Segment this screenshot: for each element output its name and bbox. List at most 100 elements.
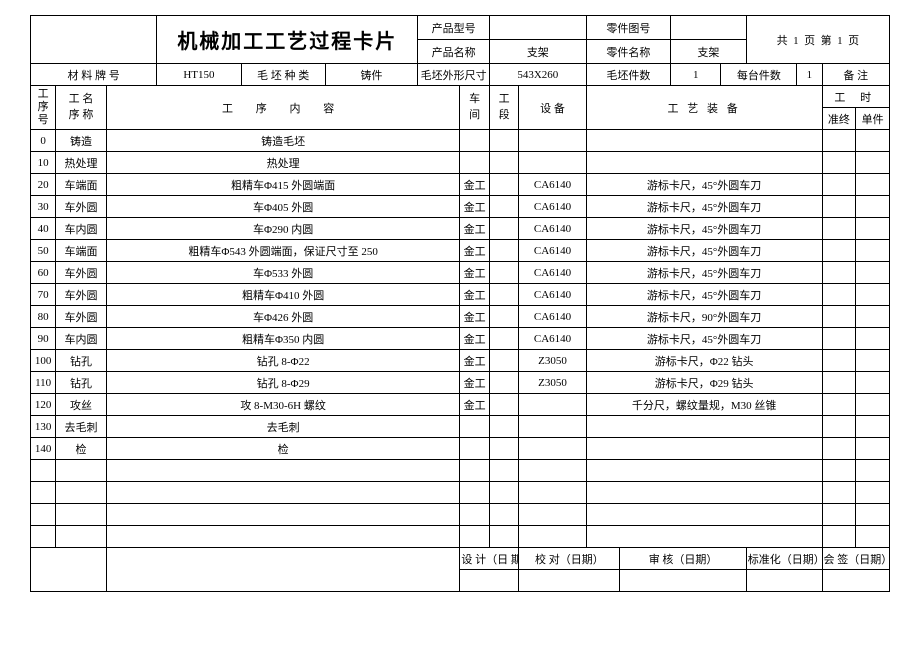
section-header: 工 段	[489, 86, 518, 130]
row-workshop: 金工	[460, 350, 489, 372]
row-content: 粗精车Φ543 外圆端面，保证尺寸至 250	[106, 240, 460, 262]
row-no: 130	[31, 416, 56, 438]
part-name-label: 零件名称	[586, 40, 670, 64]
row-content: 铸造毛坯	[106, 130, 460, 152]
row-time-prep	[822, 130, 856, 152]
row-fixture	[586, 460, 822, 482]
row-name: 攻丝	[56, 394, 107, 416]
row-section	[489, 482, 518, 504]
row-content	[106, 460, 460, 482]
row-fixture: 游标卡尺，45°外圆车刀	[586, 328, 822, 350]
row-content: 去毛刺	[106, 416, 460, 438]
row-equip: CA6140	[519, 196, 586, 218]
process-card-table: 机械加工工艺过程卡片 产品型号 零件图号 共 1 页 第 1 页 产品名称 支架…	[30, 15, 890, 592]
name-header: 工 名 序 称	[56, 86, 107, 130]
row-section	[489, 526, 518, 548]
row-equip: CA6140	[519, 328, 586, 350]
time-prep-header: 准终	[822, 108, 856, 130]
row-time-prep	[822, 372, 856, 394]
row-fixture	[586, 526, 822, 548]
row-no: 110	[31, 372, 56, 394]
row-fixture: 游标卡尺，90°外圆车刀	[586, 306, 822, 328]
content-header: 工 序 内 容	[106, 86, 460, 130]
row-content	[106, 504, 460, 526]
row-time-prep	[822, 174, 856, 196]
row-name: 钻孔	[56, 350, 107, 372]
row-no: 30	[31, 196, 56, 218]
table-row: 30车外圆车Φ405 外圆金工CA6140游标卡尺，45°外圆车刀	[31, 196, 890, 218]
row-fixture: 游标卡尺，Φ22 钻头	[586, 350, 822, 372]
table-row: 20车端面粗精车Φ415 外圆端面金工CA6140游标卡尺，45°外圆车刀	[31, 174, 890, 196]
row-time-unit	[856, 328, 890, 350]
row-workshop	[460, 526, 489, 548]
row-no: 100	[31, 350, 56, 372]
row-equip	[519, 394, 586, 416]
row-section	[489, 504, 518, 526]
table-row: 60车外圆车Φ533 外圆金工CA6140游标卡尺，45°外圆车刀	[31, 262, 890, 284]
row-fixture: 游标卡尺，45°外圆车刀	[586, 174, 822, 196]
row-section	[489, 416, 518, 438]
row-name	[56, 526, 107, 548]
row-fixture: 游标卡尺，45°外圆车刀	[586, 196, 822, 218]
row-workshop	[460, 438, 489, 460]
row-fixture: 游标卡尺，45°外圆车刀	[586, 262, 822, 284]
footer-review: 审 核（日期）	[620, 548, 746, 570]
row-time-prep	[822, 350, 856, 372]
row-equip	[519, 460, 586, 482]
row-section	[489, 372, 518, 394]
row-time-prep	[822, 196, 856, 218]
row-no: 80	[31, 306, 56, 328]
row-content	[106, 526, 460, 548]
row-fixture: 游标卡尺，45°外圆车刀	[586, 218, 822, 240]
row-content: 车Φ426 外圆	[106, 306, 460, 328]
part-drawing	[670, 16, 746, 40]
row-time-unit	[856, 482, 890, 504]
material-value: HT150	[157, 64, 241, 86]
row-no: 70	[31, 284, 56, 306]
row-fixture: 千分尺，螺纹量规，M30 丝锥	[586, 394, 822, 416]
row-time-unit	[856, 504, 890, 526]
row-fixture	[586, 416, 822, 438]
table-row: 50车端面粗精车Φ543 外圆端面，保证尺寸至 250金工CA6140游标卡尺，…	[31, 240, 890, 262]
row-time-unit	[856, 460, 890, 482]
row-fixture	[586, 438, 822, 460]
row-workshop	[460, 130, 489, 152]
table-row	[31, 460, 890, 482]
page-info: 共 1 页 第 1 页	[746, 16, 889, 64]
row-fixture	[586, 152, 822, 174]
row-section	[489, 240, 518, 262]
row-time-unit	[856, 306, 890, 328]
row-section	[489, 306, 518, 328]
row-workshop	[460, 460, 489, 482]
row-no: 0	[31, 130, 56, 152]
table-row: 120攻丝攻 8-M30-6H 螺纹金工千分尺，螺纹量规，M30 丝锥	[31, 394, 890, 416]
row-workshop: 金工	[460, 306, 489, 328]
row-no: 120	[31, 394, 56, 416]
table-row: 90车内圆粗精车Φ350 内圆金工CA6140游标卡尺，45°外圆车刀	[31, 328, 890, 350]
row-section	[489, 218, 518, 240]
row-time-prep	[822, 416, 856, 438]
row-no: 50	[31, 240, 56, 262]
row-time-prep	[822, 438, 856, 460]
seq-header: 工 序 号	[31, 86, 56, 130]
blank-type-label: 毛 坯 种 类	[241, 64, 325, 86]
row-time-unit	[856, 174, 890, 196]
row-workshop: 金工	[460, 262, 489, 284]
row-time-unit	[856, 284, 890, 306]
row-equip	[519, 130, 586, 152]
row-content: 攻 8-M30-6H 螺纹	[106, 394, 460, 416]
row-time-prep	[822, 262, 856, 284]
fixture-header: 工 艺 装 备	[586, 86, 822, 130]
footer-sign: 会 签（日期）	[822, 548, 890, 570]
row-workshop: 金工	[460, 174, 489, 196]
row-time-unit	[856, 262, 890, 284]
table-row: 110钻孔钻孔 8-Φ29金工Z3050游标卡尺，Φ29 钻头	[31, 372, 890, 394]
row-time-unit	[856, 196, 890, 218]
row-section	[489, 262, 518, 284]
row-fixture: 游标卡尺，45°外圆车刀	[586, 240, 822, 262]
footer-design: 设 计（日 期）	[460, 548, 519, 570]
row-time-unit	[856, 372, 890, 394]
row-time-unit	[856, 130, 890, 152]
row-section	[489, 130, 518, 152]
row-time-unit	[856, 526, 890, 548]
